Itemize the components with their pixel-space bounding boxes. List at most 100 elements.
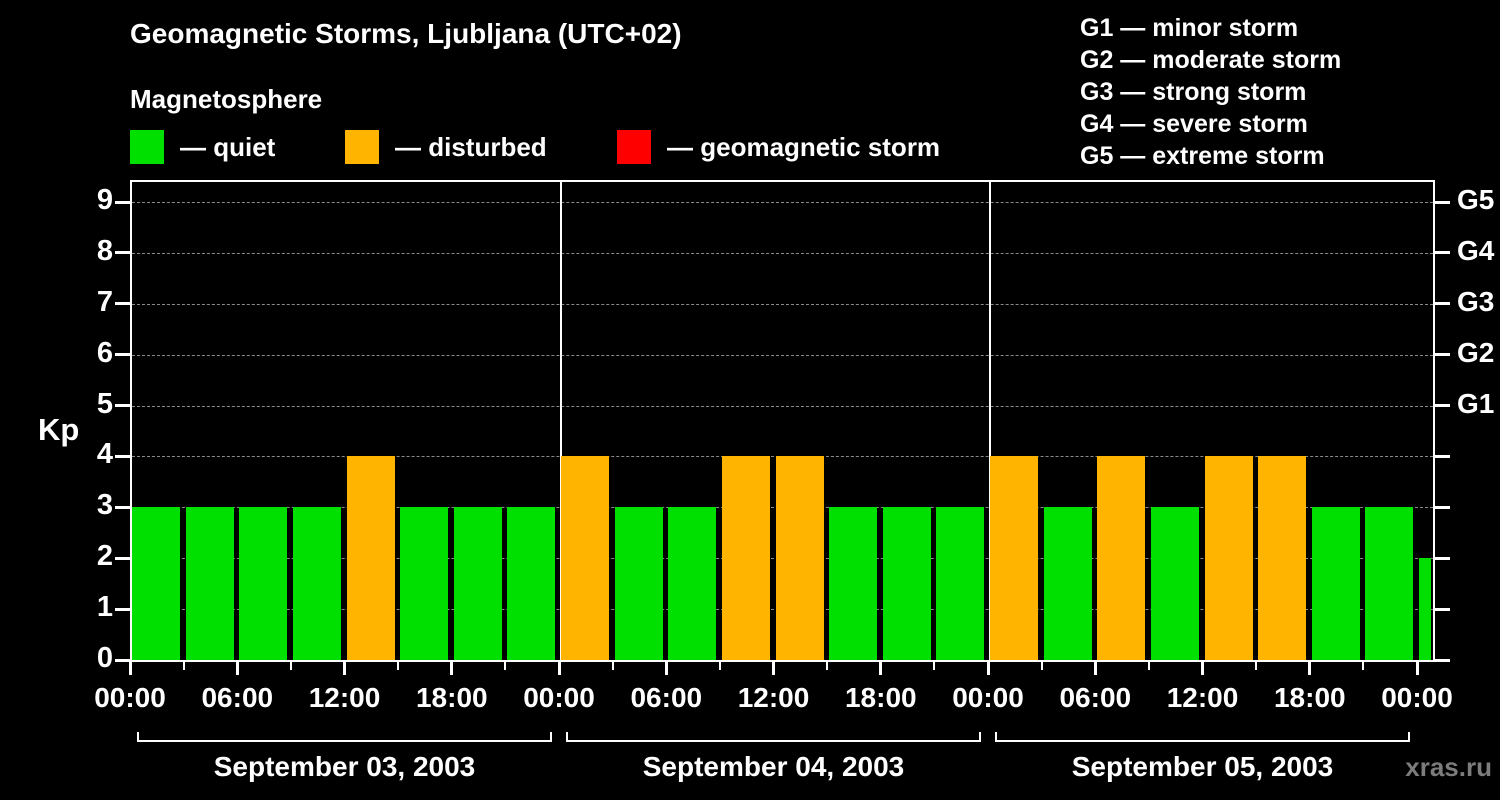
gridline [132, 405, 1433, 407]
x-axis-tick [1201, 662, 1204, 675]
y-axis-tick [115, 404, 130, 408]
kp-bar [561, 456, 609, 660]
y-tick-label: 9 [96, 184, 113, 216]
y-axis-tick [115, 556, 130, 560]
x-tick-label: 00:00 [1381, 682, 1453, 713]
x-axis-tick [1415, 662, 1419, 675]
g-scale-legend: G1 — minor storm G2 — moderate storm G3 … [1080, 12, 1341, 172]
day-bracket [566, 740, 981, 742]
y-tick-label: 3 [96, 489, 113, 522]
y-axis-tick [115, 454, 130, 458]
day-bracket-end [1408, 732, 1410, 742]
gridline [132, 202, 1433, 203]
kp-bar [1150, 507, 1199, 660]
kp-bar-partial [1419, 558, 1431, 660]
kp-bar [721, 456, 770, 660]
x-tick-label: 06:00 [630, 682, 703, 713]
x-axis-tick [826, 662, 829, 670]
x-axis-tick [1040, 662, 1043, 670]
y-axis-tick [115, 353, 130, 357]
chart-title: Geomagnetic Storms, Ljubljana (UTC+02) [130, 18, 682, 49]
y-axis-tick-right [1435, 658, 1450, 662]
watermark: xras.ru [1405, 752, 1492, 782]
g-scale-label: G1 [1457, 387, 1495, 419]
x-axis-tick [718, 662, 721, 670]
y-axis-tick-right [1435, 505, 1450, 509]
x-axis-tick [986, 662, 990, 675]
kp-bar [346, 456, 395, 660]
g-legend-line-g1: G1 — minor storm [1080, 14, 1299, 42]
y-tick-label: 0 [96, 642, 113, 674]
x-tick-label: 00:00 [94, 682, 166, 713]
legend-label-quiet: — quiet [180, 131, 276, 162]
g-scale-label: G2 [1457, 336, 1495, 368]
x-axis-tick [504, 662, 507, 670]
x-axis-tick [289, 662, 292, 670]
x-tick-label: 06:00 [201, 682, 274, 713]
y-axis-tick [115, 658, 130, 662]
y-axis-tick [115, 251, 130, 255]
x-axis-tick [235, 662, 239, 675]
gridline [132, 303, 1433, 305]
y-axis-label: Kp [38, 412, 80, 447]
kp-bar [400, 507, 449, 660]
g-legend-line-g2: G2 — moderate storm [1080, 46, 1342, 74]
disturbed-color-swatch [345, 130, 379, 164]
kp-bar [1365, 507, 1414, 660]
day-separator-line [560, 182, 562, 660]
kp-bar [668, 507, 717, 660]
kp-bar [1258, 456, 1307, 660]
y-tick-label: 6 [96, 336, 113, 369]
kp-bar [239, 507, 288, 660]
day-bracket-end [995, 732, 997, 742]
y-axis-tick [115, 505, 130, 509]
day-bracket-end [550, 732, 552, 742]
kp-bar [1204, 456, 1253, 660]
x-tick-label: 18:00 [844, 682, 917, 713]
kp-bar [507, 507, 556, 660]
kp-bar [882, 507, 931, 660]
kp-bar [132, 507, 180, 660]
x-axis-tick [1147, 662, 1150, 670]
y-tick-label: 7 [96, 285, 113, 318]
storm-color-swatch [617, 130, 651, 164]
x-axis-tick [664, 662, 668, 675]
x-axis-tick [182, 662, 185, 670]
y-axis-tick-right [1435, 454, 1450, 458]
gridline [132, 252, 1433, 254]
kp-bar [1097, 456, 1146, 660]
x-axis-tick [1255, 662, 1258, 670]
kp-bar [1311, 507, 1360, 660]
plot-area [130, 180, 1435, 662]
x-axis-tick [933, 662, 936, 670]
quiet-color-swatch [130, 130, 164, 164]
x-axis-tick [397, 662, 400, 670]
g-legend-line-g5: G5 — extreme storm [1080, 142, 1325, 170]
g-scale-label: G4 [1457, 234, 1495, 266]
x-tick-label: 12:00 [1166, 682, 1239, 713]
day-bracket [137, 740, 552, 742]
x-axis-tick [611, 662, 614, 670]
x-tick-label: 00:00 [952, 682, 1024, 713]
y-tick-label: 4 [96, 438, 113, 471]
kp-bar [775, 456, 824, 660]
y-tick-label: 5 [96, 387, 113, 420]
y-tick-label: 2 [96, 540, 113, 573]
x-tick-label: 18:00 [415, 682, 488, 713]
kp-bar [453, 507, 502, 660]
x-axis-tick [1093, 662, 1097, 675]
kp-bar [936, 507, 985, 660]
x-axis-tick [1362, 662, 1365, 670]
kp-bar [185, 507, 234, 660]
y-axis-tick-right [1435, 251, 1450, 255]
x-tick-label: 12:00 [308, 682, 381, 713]
kp-bar [614, 507, 663, 660]
x-tick-label: 06:00 [1059, 682, 1132, 713]
day-bracket-end [137, 732, 139, 742]
day-bracket-end [979, 732, 981, 742]
legend-item-disturbed: — disturbed [345, 130, 547, 164]
x-tick-label: 18:00 [1273, 682, 1346, 713]
x-axis-tick [879, 662, 883, 675]
y-axis-tick [115, 302, 130, 306]
g-scale-label: G3 [1457, 285, 1495, 317]
